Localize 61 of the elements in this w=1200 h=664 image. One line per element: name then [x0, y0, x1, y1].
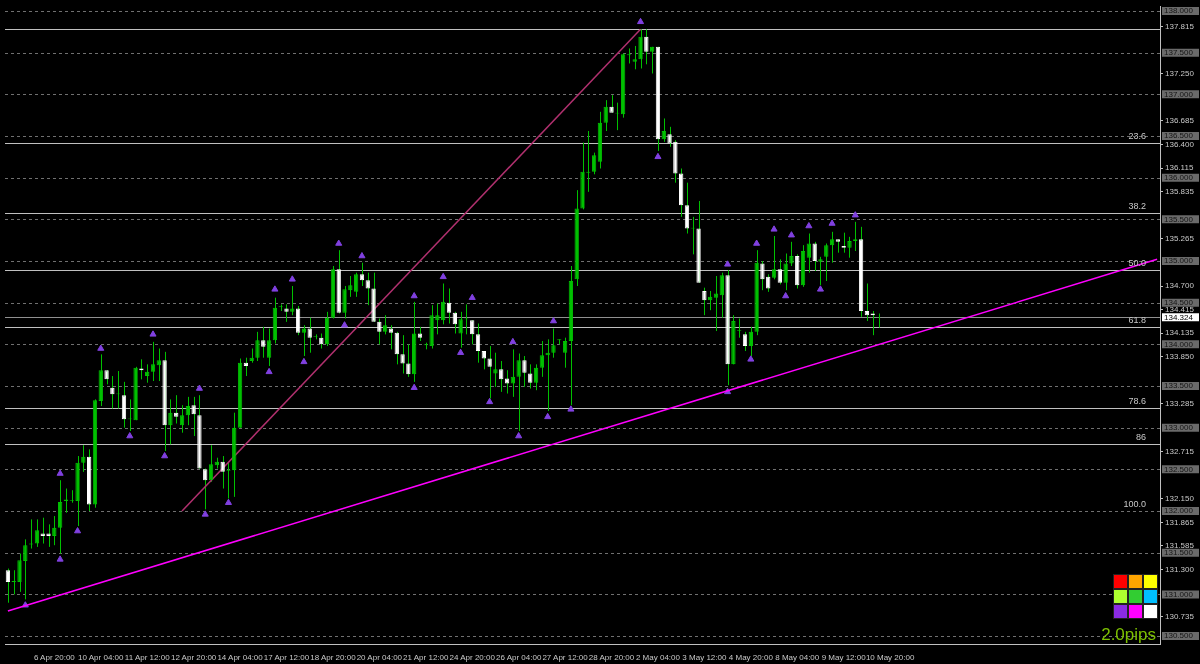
x-tick-label: 8 May 04:00	[775, 653, 820, 663]
ref-line-label: 130.500	[1164, 631, 1194, 641]
x-tick-label: 6 Apr 20:00	[33, 653, 76, 663]
ref-line-label: 135.000	[1164, 256, 1194, 266]
y-tick-label: 134.135	[1165, 328, 1195, 338]
x-tick-label: 27 Apr 12:00	[542, 653, 589, 663]
ref-line-label: 134.500	[1164, 297, 1194, 307]
ref-line-label: 131.000	[1164, 589, 1194, 599]
ref-line-label: 136.000	[1164, 172, 1194, 182]
x-tick-label: 10 May 20:00	[865, 653, 915, 663]
y-tick-label: 131.865	[1165, 517, 1195, 527]
x-tick-label: 11 Apr 12:00	[124, 653, 171, 663]
ref-line-label: 132.000	[1164, 506, 1194, 516]
y-tick-label: 136.115	[1165, 163, 1194, 173]
ref-line-label: 138.000	[1164, 6, 1194, 16]
ref-line-label: 134.324	[1164, 312, 1194, 322]
x-tick-label: 18 Apr 20:00	[310, 653, 357, 663]
y-tick-label: 135.265	[1165, 234, 1195, 244]
y-tick-label: 131.300	[1165, 564, 1195, 574]
x-tick-label: 14 Apr 04:00	[217, 653, 264, 663]
ref-line-label: 132.500	[1164, 464, 1194, 474]
annotation: 78.6	[1128, 395, 1146, 406]
y-tick-label: 137.250	[1165, 68, 1195, 78]
y-tick-label: 133.850	[1165, 352, 1195, 362]
ref-line-label: 134.000	[1164, 339, 1194, 349]
x-tick-label: 10 Apr 04:00	[78, 653, 124, 663]
ref-line-label: 131.500	[1164, 547, 1194, 557]
y-tick-label: 134.700	[1165, 281, 1195, 291]
y-tick-label: 135.835	[1165, 186, 1195, 196]
y-tick-label: 131.585	[1165, 540, 1195, 550]
x-tick-label: 3 May 12:00	[682, 653, 727, 663]
x-tick-label: 21 Apr 12:00	[403, 653, 450, 663]
x-tick-label: 28 Apr 20:00	[588, 653, 635, 663]
annotation: 61.8	[1128, 315, 1146, 325]
ref-line-label: 136.500	[1164, 131, 1194, 141]
y-tick-label: 136.685	[1165, 115, 1195, 125]
ref-line-label: 137.000	[1164, 89, 1194, 99]
annotation: 100.0	[1123, 499, 1146, 510]
ref-line-label: 135.500	[1164, 214, 1194, 224]
annotation: 38.2	[1128, 201, 1146, 212]
x-tick-label: 9 May 12:00	[821, 653, 867, 663]
y-tick-label: 132.150	[1165, 493, 1195, 503]
y-tick-label: 133.285	[1165, 399, 1195, 409]
x-tick-label: 2 May 04:00	[635, 653, 681, 663]
annotation: 86	[1135, 431, 1146, 442]
annotation: 23.6	[1128, 130, 1146, 141]
ref-line-label: 133.500	[1164, 381, 1194, 391]
ref-line-label: 137.500	[1164, 47, 1194, 57]
ref-line-label: 133.000	[1164, 422, 1194, 432]
x-tick-label: 4 May 20:00	[728, 653, 774, 663]
x-tick-label: 26 Apr 04:00	[495, 653, 542, 663]
annotation: 2.0pips	[1101, 624, 1156, 644]
y-tick-label: 130.735	[1165, 611, 1195, 621]
x-tick-label: 12 Apr 20:00	[170, 653, 217, 663]
y-tick-label: 132.715	[1165, 446, 1195, 456]
y-tick-label: 137.815	[1165, 21, 1195, 31]
x-tick-label: 20 Apr 04:00	[356, 653, 403, 663]
x-tick-label: 17 Apr 12:00	[263, 653, 310, 663]
x-tick-label: 24 Apr 20:00	[449, 653, 496, 663]
y-tick-label: 134.415	[1165, 304, 1195, 314]
y-tick-label: 136.400	[1165, 139, 1195, 149]
